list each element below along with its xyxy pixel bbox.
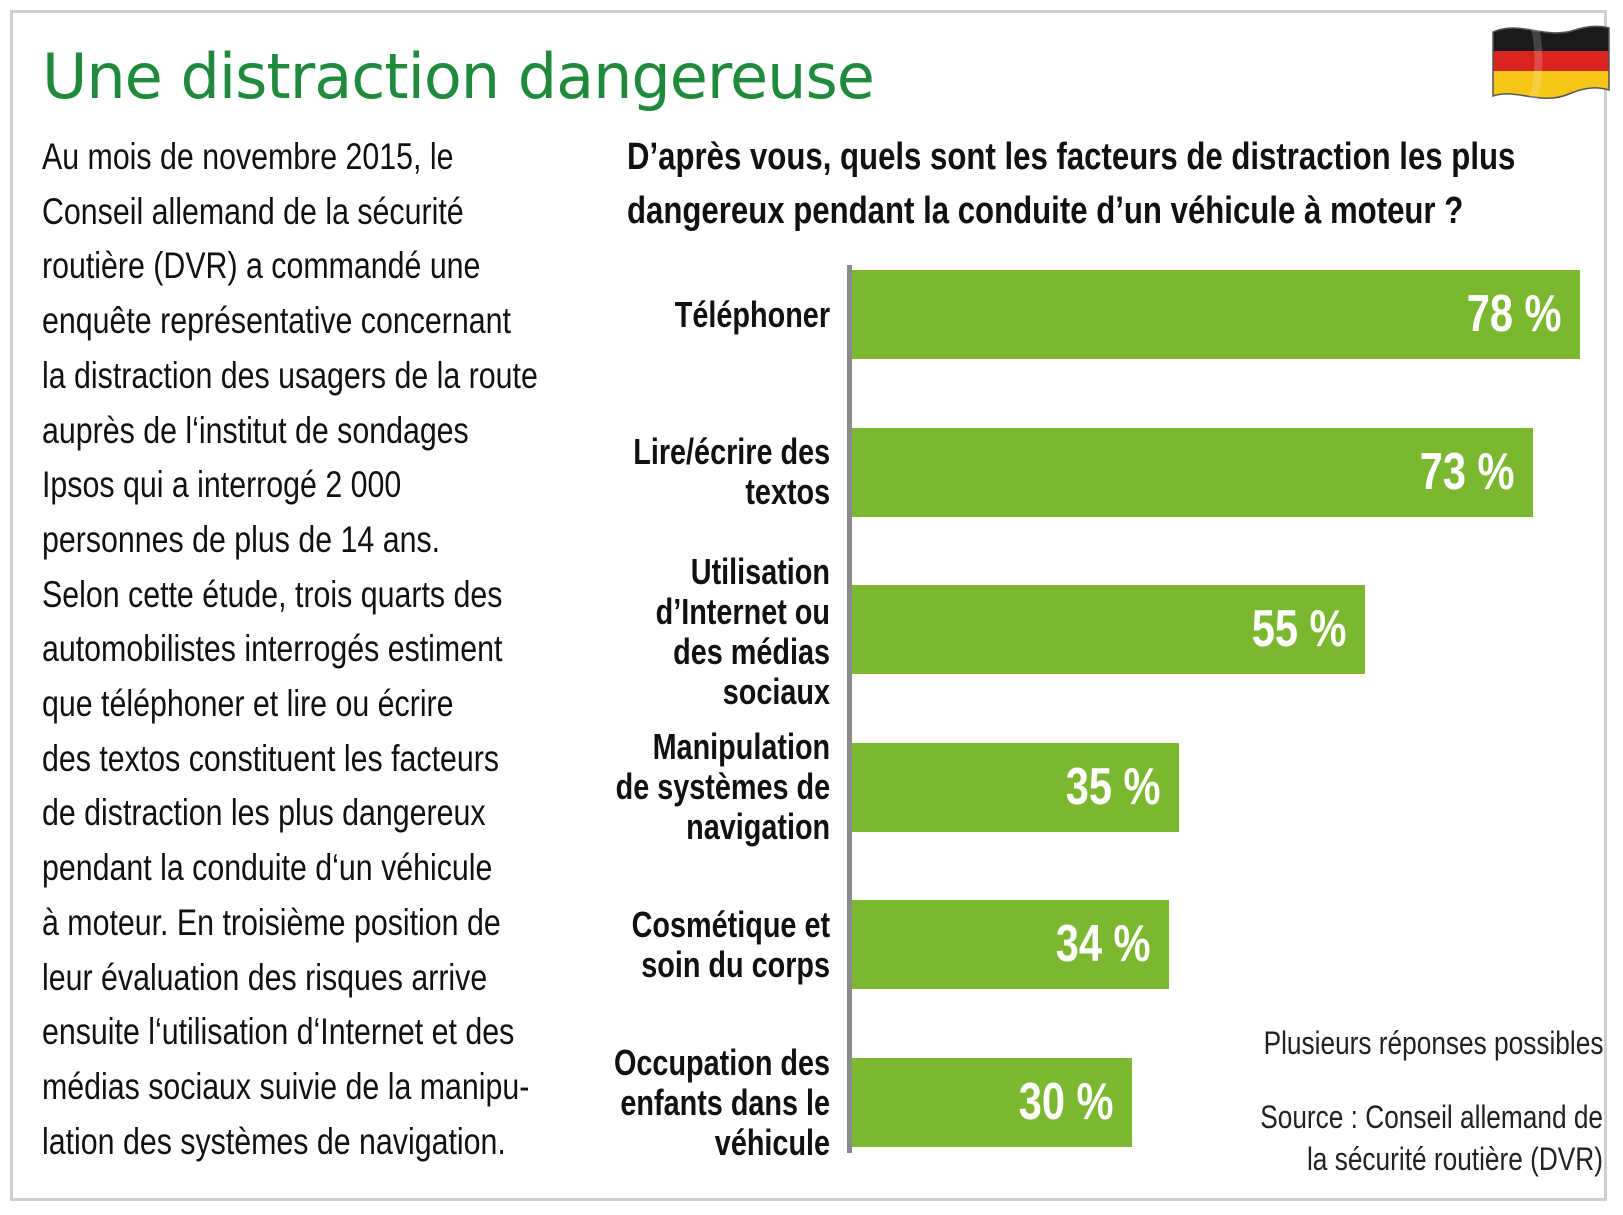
intro-line: Ipsos qui a interrogé 2 000: [42, 464, 402, 506]
category-label-line: Lire/écrire des: [633, 431, 830, 473]
category-label-line: Utilisation: [690, 550, 830, 592]
bar-value-label: 34 %: [1056, 915, 1151, 974]
intro-line: Conseil allemand de la sécurité: [42, 190, 464, 232]
intro-line: des textos constituent les facteurs: [42, 737, 500, 779]
bar: 78 %: [852, 270, 1580, 359]
bar: 73 %: [852, 427, 1533, 517]
category-label: Téléphoner: [636, 293, 830, 335]
source-note: la sécurité routière (DVR): [1242, 1138, 1603, 1180]
category-label-line: de systèmes de: [615, 766, 830, 808]
intro-line: ensuite l‘utilisation d‘Internet et des: [42, 1011, 515, 1053]
chart-title-line: D’après vous, quels sont les facteurs de…: [627, 136, 1516, 178]
intro-line: que téléphoner et lire ou écrire: [42, 683, 454, 725]
category-label: Cosmétique et soin du corps: [582, 903, 830, 985]
intro-line: leur évaluation des risques arrive: [42, 956, 488, 998]
intro-line: lation des systèmes de navigation.: [42, 1120, 506, 1162]
bar-value-label: 78 %: [1467, 285, 1562, 343]
bar-value-label: 73 %: [1420, 442, 1515, 501]
bar-value-label: 30 %: [1019, 1073, 1114, 1131]
intro-line: à moteur. En troisième position de: [42, 901, 501, 943]
intro-line: médias sociaux suivie de la manipu-: [42, 1065, 530, 1107]
chart-title-line: dangereux pendant la conduite d’un véhic…: [627, 190, 1464, 232]
bar: 35 %: [852, 742, 1179, 832]
germany-flag-icon: [1492, 25, 1610, 102]
page-title: Une distraction dangereuse: [42, 40, 875, 113]
category-label-line: des médias: [673, 630, 830, 672]
category-label-line: Manipulation: [652, 726, 830, 768]
intro-line: la distraction des usagers de la route: [42, 354, 538, 396]
category-label-line: véhicule: [714, 1121, 830, 1163]
source-note: Source : Conseil allemand de: [1185, 1096, 1603, 1138]
category-label-line: textos: [745, 471, 830, 513]
bar: 34 %: [852, 900, 1169, 990]
note-line: Plusieurs réponses possibles: [1263, 1025, 1603, 1061]
category-label-line: d’Internet ou: [655, 590, 830, 632]
category-label-line: soin du corps: [641, 943, 830, 985]
intro-line: enquête représentative concernant: [42, 300, 511, 342]
category-label: Manipulation de systèmes de navigation: [562, 727, 830, 847]
category-label: Occupation des enfants dans le véhicule: [560, 1041, 830, 1163]
intro-line: pendant la conduite d‘un véhicule: [42, 847, 493, 889]
bar-value-label: 55 %: [1252, 600, 1347, 659]
chart-title: D’après vous, quels sont les facteurs de…: [627, 130, 1607, 238]
category-label: Utilisation d’Internet ou des médias sociau…: [612, 550, 830, 712]
bar: 55 %: [852, 585, 1365, 675]
category-axis: [847, 265, 852, 1153]
intro-line: de distraction les plus dangereux: [42, 792, 486, 834]
intro-line: personnes de plus de 14 ans.: [42, 518, 441, 560]
intro-line: automobilistes interrogés estiment: [42, 628, 503, 670]
category-label-line: enfants dans le: [620, 1081, 830, 1123]
category-label-line: Occupation des: [613, 1041, 830, 1083]
note-line: Source : Conseil allemand de: [1260, 1099, 1603, 1135]
category-label-line: navigation: [685, 806, 830, 848]
bar: 30 %: [852, 1058, 1132, 1147]
multiple-answers-note: Plusieurs réponses possibles: [1189, 1022, 1603, 1064]
category-label-line: sociaux: [722, 670, 830, 712]
bar-value-label: 35 %: [1066, 757, 1161, 816]
category-label-line: Cosmétique et: [631, 903, 830, 945]
intro-line: routière (DVR) a commandé une: [42, 245, 481, 287]
intro-line: auprès de l‘institut de sondages: [42, 409, 469, 451]
category-label: Lire/écrire des textos: [584, 432, 830, 512]
category-label-line: Téléphoner: [674, 293, 830, 335]
intro-line: Selon cette étude, trois quarts des: [42, 573, 503, 615]
intro-paragraph: Au mois de novembre 2015, le Conseil alle…: [42, 130, 602, 1169]
intro-line: Au mois de novembre 2015, le: [42, 136, 454, 177]
note-line: la sécurité routière (DVR): [1306, 1141, 1603, 1177]
